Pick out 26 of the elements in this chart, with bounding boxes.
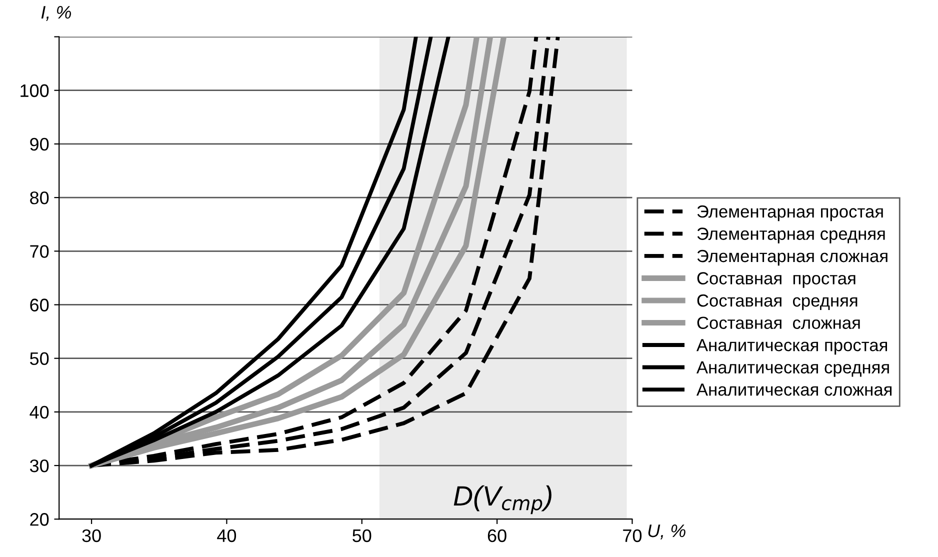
legend-label: Составная простая <box>697 272 856 288</box>
legend-label: Аналитическая сложная <box>696 384 892 396</box>
y-tick-label: 80 <box>30 191 49 204</box>
y-tick-label: 50 <box>30 352 49 366</box>
y-axis-title: I, % <box>41 6 72 21</box>
y-tick-label: 30 <box>30 459 49 472</box>
y-tick-label: 90 <box>30 138 49 151</box>
x-tick-label: 70 <box>623 529 642 542</box>
y-tick-label: 20 <box>30 513 49 526</box>
legend-label: Элементарная средняя <box>697 228 885 244</box>
y-tick-label: 60 <box>30 298 49 312</box>
x-tick-label: 30 <box>82 529 101 542</box>
legend-label: Элементарная сложная <box>697 250 888 266</box>
y-tick-label: 100 <box>20 84 49 98</box>
legend-label: Составная средняя <box>697 294 858 310</box>
legend-label: Аналитическая простая <box>696 339 887 355</box>
y-tick-label: 40 <box>30 406 49 419</box>
legend-label: Элементарная простая <box>697 205 883 222</box>
legend-label: Составная сложная <box>697 316 860 329</box>
x-tick-label: 50 <box>352 529 372 542</box>
legend-label: Аналитическая средняя <box>696 361 889 377</box>
x-tick-label: 40 <box>217 529 236 542</box>
y-tick-label: 70 <box>30 245 49 258</box>
x-axis-title: U, % <box>648 524 686 540</box>
x-tick-label: 60 <box>488 529 506 542</box>
band-label: D(V$_{cmp}$) <box>454 485 552 514</box>
